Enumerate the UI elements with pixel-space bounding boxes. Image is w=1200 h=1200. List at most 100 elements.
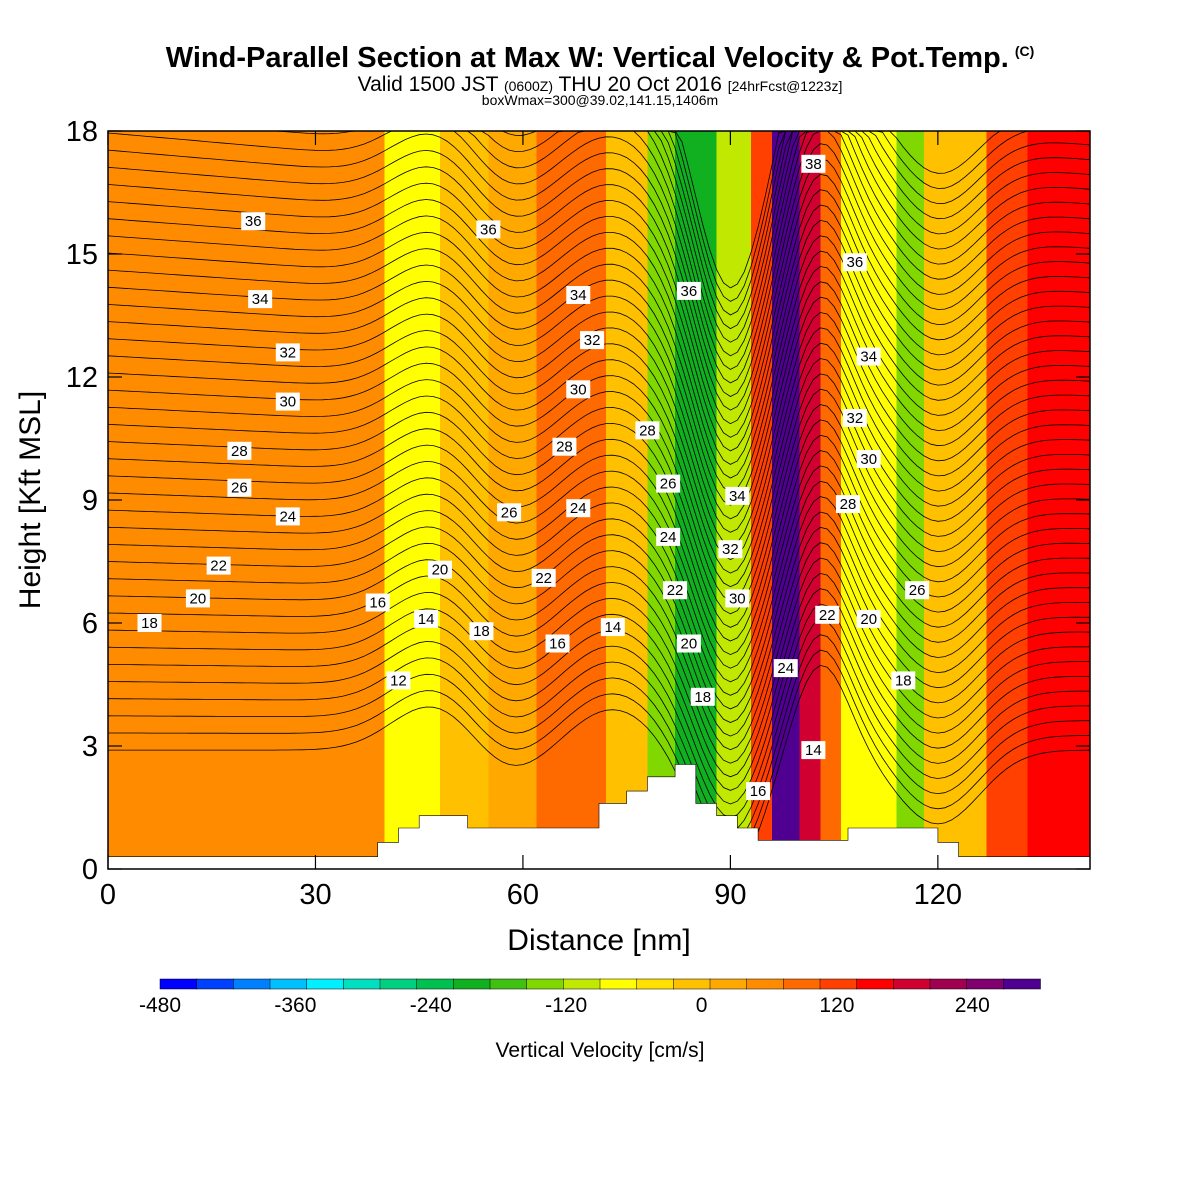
valid-date: THU 20 Oct 2016 bbox=[558, 73, 722, 96]
contour-label-box bbox=[185, 589, 210, 608]
isentrope-line bbox=[108, 266, 1090, 520]
x-tick-label: 120 bbox=[914, 879, 962, 911]
y-tick-label: 12 bbox=[66, 362, 98, 394]
y-tick-label: 0 bbox=[82, 854, 98, 886]
contour-label-box bbox=[725, 486, 750, 505]
contour-label-box bbox=[386, 671, 411, 690]
contour-label-box bbox=[566, 499, 591, 518]
isentrope-line bbox=[108, 131, 1090, 357]
x-tick-label: 60 bbox=[507, 879, 539, 911]
isentrope-line bbox=[108, 511, 1090, 737]
contour-labels: 3634323028262422201816141220181614222426… bbox=[137, 154, 930, 801]
contour-label-text: 36 bbox=[480, 221, 497, 238]
contour-label: 26 bbox=[227, 478, 252, 497]
contour-label-text: 20 bbox=[860, 611, 877, 628]
colorbar-swatch bbox=[929, 978, 968, 990]
contour-label: 20 bbox=[427, 560, 452, 579]
colorbar: -480 -360 -240 -120 0 120 240 bbox=[139, 978, 1041, 1017]
contour-label-box bbox=[801, 154, 826, 173]
forecast-info: [24hrFcst@1223z] bbox=[727, 78, 843, 94]
isentrope-line bbox=[108, 603, 1090, 819]
isentrope-line bbox=[108, 143, 1090, 411]
colorbar-tick-label: 120 bbox=[819, 994, 854, 1017]
contour-label-box bbox=[690, 687, 715, 706]
contour-label-text: 36 bbox=[681, 283, 698, 300]
isentrope-line bbox=[108, 526, 1090, 751]
contour-label: 30 bbox=[725, 589, 750, 608]
contour-label-box bbox=[676, 634, 701, 653]
contour-label-box bbox=[365, 593, 390, 612]
x-axis-label: Distance [nm] bbox=[507, 924, 690, 957]
contour-label: 28 bbox=[552, 437, 577, 456]
chart-title: Wind-Parallel Section at Max W: Vertical… bbox=[165, 42, 1035, 74]
contour-label: 26 bbox=[497, 503, 522, 522]
colorbar-swatch bbox=[159, 978, 198, 990]
colorbar-swatch bbox=[453, 978, 491, 990]
colorbar-swatch bbox=[599, 978, 638, 990]
contour-label-text: 24 bbox=[660, 529, 677, 546]
contour-label: 24 bbox=[566, 499, 591, 518]
contour-label-box bbox=[227, 441, 252, 460]
contour-label: 32 bbox=[718, 540, 743, 559]
isentrope-line bbox=[108, 342, 1090, 588]
contour-label-text: 20 bbox=[681, 636, 698, 653]
contour-label-box bbox=[545, 634, 570, 653]
contour-label: 36 bbox=[842, 253, 867, 272]
contour-label-text: 24 bbox=[570, 500, 587, 517]
chart-subtitle: Valid 1500 JST (0600Z) THU 20 Oct 2016 [… bbox=[0, 73, 1200, 97]
isentrope-line bbox=[108, 634, 1090, 846]
x-tick-label: 0 bbox=[100, 879, 116, 911]
contour-label-text: 30 bbox=[860, 451, 877, 468]
contour-label-text: 24 bbox=[279, 508, 296, 525]
contour-label: 36 bbox=[241, 212, 266, 231]
contour-label: 18 bbox=[137, 614, 162, 632]
contour-label-text: 26 bbox=[909, 582, 926, 599]
contour-label: 34 bbox=[248, 290, 273, 309]
contour-label: 22 bbox=[815, 605, 840, 624]
contour-label-box bbox=[815, 605, 840, 624]
colorbar-swatch bbox=[379, 978, 418, 990]
contour-label-box bbox=[476, 220, 501, 239]
y-tick-label: 15 bbox=[66, 239, 98, 271]
isentrope-line bbox=[108, 572, 1090, 791]
colorbar-swatch bbox=[966, 978, 1005, 990]
contour-label: 18 bbox=[891, 671, 916, 690]
contour-label: 24 bbox=[275, 507, 300, 526]
isentrope-line bbox=[108, 131, 1090, 316]
contour-label-text: 18 bbox=[473, 623, 490, 640]
colorbar-swatch bbox=[856, 978, 895, 990]
contour-label-box bbox=[801, 741, 826, 760]
contour-label-text: 36 bbox=[847, 254, 864, 271]
x-axis: 0 30 60 90 120 bbox=[100, 131, 962, 911]
isentrope-line bbox=[108, 131, 1090, 384]
contour-label: 14 bbox=[801, 741, 826, 760]
contour-label-box bbox=[227, 478, 252, 497]
colorbar-swatch bbox=[489, 978, 528, 990]
contour-label: 22 bbox=[531, 568, 556, 587]
isentrope-line bbox=[108, 496, 1090, 723]
colorbar-swatch bbox=[673, 978, 711, 990]
isentrope-line bbox=[108, 281, 1090, 533]
contour-label-box bbox=[842, 253, 867, 272]
y-axis-label: Height [Kft MSL] bbox=[14, 391, 47, 609]
isentrope-line bbox=[108, 649, 1090, 859]
contour-label-text: 30 bbox=[729, 590, 746, 607]
contour-label-box bbox=[414, 609, 439, 628]
contour-label-box bbox=[248, 290, 273, 309]
contour-label-text: 36 bbox=[245, 213, 262, 230]
contour-label: 20 bbox=[185, 589, 210, 608]
isentrope-line bbox=[108, 204, 1090, 465]
contour-label: 32 bbox=[580, 331, 605, 350]
isentrope-line bbox=[108, 131, 1090, 289]
colorbar-swatch bbox=[746, 978, 785, 990]
valid-time: Valid 1500 JST bbox=[357, 73, 499, 96]
isentrope-line bbox=[108, 404, 1090, 642]
contour-label-box bbox=[676, 281, 701, 300]
colorbar-swatch bbox=[269, 978, 308, 990]
contour-label-text: 38 bbox=[805, 156, 822, 173]
contour-label-box bbox=[275, 343, 300, 362]
contour-label-box bbox=[718, 540, 743, 559]
isentrope-line bbox=[108, 158, 1090, 425]
